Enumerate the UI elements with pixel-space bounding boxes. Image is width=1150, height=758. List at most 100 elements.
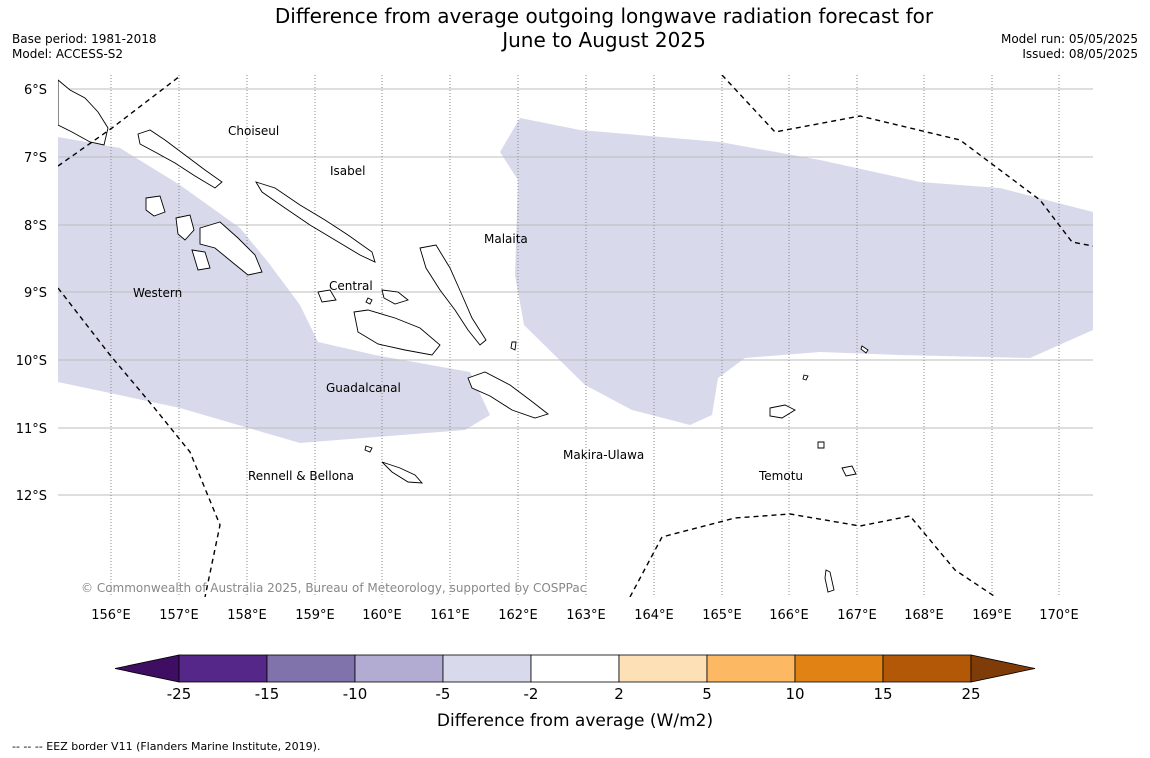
coastlines xyxy=(58,79,869,593)
colorbar-segment xyxy=(794,654,884,683)
lon-label: 165°E xyxy=(702,608,742,623)
lon-label: 158°E xyxy=(227,608,267,623)
colorbar-tick-label: 2 xyxy=(614,685,624,703)
region-label-isabel: Isabel xyxy=(330,164,365,178)
vanikoro-island xyxy=(841,465,857,477)
choiseul-island xyxy=(137,129,223,189)
lon-label: 160°E xyxy=(362,608,402,623)
tikopia-island xyxy=(824,569,835,593)
lon-label: 159°E xyxy=(295,608,335,623)
colorbar-segment xyxy=(706,654,796,683)
colorbar-max-extension xyxy=(970,654,1036,683)
colorbar-segment xyxy=(530,654,620,683)
lon-label: 156°E xyxy=(91,608,131,623)
colorbar-tick-label: -25 xyxy=(167,685,192,703)
new-georgia-island xyxy=(175,214,195,241)
santa-cruz-island xyxy=(769,404,796,419)
lat-label: 9°S xyxy=(24,286,47,301)
title-line-2: June to August 2025 xyxy=(502,28,706,52)
lat-label: 11°S xyxy=(16,422,47,437)
region-label-makira-ulawa: Makira-Ulawa xyxy=(563,448,644,462)
colorbar-tick-label: -5 xyxy=(436,685,451,703)
lon-label: 169°E xyxy=(972,608,1012,623)
guadalcanal-island xyxy=(353,309,441,356)
region-label-temotu: Temotu xyxy=(758,469,803,483)
florida-islands xyxy=(317,289,337,303)
bougainville-island xyxy=(58,79,109,146)
longitude-gridlines xyxy=(110,75,1060,597)
lat-label: 6°S xyxy=(24,83,47,98)
lon-label: 170°E xyxy=(1039,608,1079,623)
title-line-1: Difference from average outgoing longwav… xyxy=(274,4,934,28)
lon-label: 163°E xyxy=(566,608,606,623)
colorbar-tick-label: -15 xyxy=(255,685,280,703)
colorbar-segment xyxy=(618,654,708,683)
colorbar-tick-label: -2 xyxy=(524,685,539,703)
colorbar-min-extension xyxy=(114,654,180,683)
duff-islands xyxy=(802,374,809,381)
meta-left: Base period: 1981-2018 Model: ACCESS-S2 xyxy=(12,32,157,62)
lon-label: 157°E xyxy=(159,608,199,623)
colorbar-title: Difference from average (W/m2) xyxy=(437,711,713,731)
longitude-labels: 156°E 157°E 158°E 159°E 160°E 161°E 162°… xyxy=(91,608,1079,623)
copyright-notice: © Commonwealth of Australia 2025, Bureau… xyxy=(81,581,586,595)
anomaly-region-west xyxy=(58,137,490,443)
region-label-rennell-bellona: Rennell & Bellona xyxy=(248,469,354,483)
eez-border xyxy=(58,75,1093,597)
isabel-island xyxy=(255,181,376,263)
region-label-choiseul: Choiseul xyxy=(228,124,279,138)
lon-label: 164°E xyxy=(634,608,674,623)
colorbar-segment xyxy=(354,654,444,683)
latitude-gridlines xyxy=(58,88,1093,496)
colorbar-tick-label: 15 xyxy=(873,685,892,703)
colorbar-tick-label: 5 xyxy=(702,685,712,703)
base-period: Base period: 1981-2018 xyxy=(12,32,157,46)
colorbar-segment xyxy=(266,654,356,683)
malaita-island xyxy=(419,244,487,346)
lon-label: 166°E xyxy=(769,608,809,623)
lon-label: 167°E xyxy=(837,608,877,623)
makira-island xyxy=(467,371,549,419)
lat-label: 8°S xyxy=(24,219,47,234)
region-label-western: Western xyxy=(133,286,182,300)
chart-title: Difference from average outgoing longwav… xyxy=(0,4,1150,52)
russell-islands xyxy=(381,289,409,305)
anomaly-region-east xyxy=(500,118,1093,425)
region-labels: Choiseul Isabel Malaita Western Central … xyxy=(133,124,803,483)
colorbar-tick-label: -10 xyxy=(343,685,368,703)
colorbar-segment xyxy=(442,654,532,683)
rendova-island xyxy=(191,249,211,271)
colorbar-segment xyxy=(178,654,268,683)
new-georgia-group xyxy=(199,221,263,276)
meta-right: Model run: 05/05/2025 Issued: 08/05/2025 xyxy=(1001,32,1138,62)
region-label-guadalcanal: Guadalcanal xyxy=(326,381,401,395)
lon-label: 161°E xyxy=(430,608,470,623)
colorbar-tick-label: 25 xyxy=(961,685,980,703)
vella-lavella-island xyxy=(145,195,166,217)
lat-label: 7°S xyxy=(24,151,47,166)
colorbar: -25 -15 -10 -5 -2 2 5 10 15 25 xyxy=(114,654,1036,703)
utupua-island xyxy=(817,441,825,449)
lat-label: 10°S xyxy=(16,354,47,369)
lon-label: 168°E xyxy=(904,608,944,623)
latitude-labels: 6°S 7°S 8°S 9°S 10°S 11°S 12°S xyxy=(16,83,47,504)
anomaly-shading xyxy=(58,118,1093,443)
lon-label: 162°E xyxy=(498,608,538,623)
model-name: Model: ACCESS-S2 xyxy=(12,47,124,61)
savo-island xyxy=(365,297,373,305)
bellona-island xyxy=(364,445,373,453)
issued-date: Issued: 08/05/2025 xyxy=(1022,47,1138,61)
eez-southwest xyxy=(58,287,221,597)
colorbar-segment xyxy=(882,654,972,683)
eez-footnote: -- -- -- EEZ border V11 (Flanders Marine… xyxy=(12,740,321,753)
ulawa-island xyxy=(510,341,517,351)
reef-islands xyxy=(860,345,869,354)
region-label-malaita: Malaita xyxy=(484,232,528,246)
eez-southeast xyxy=(629,513,997,597)
eez-northwest xyxy=(58,75,181,167)
rennell-island xyxy=(381,461,424,484)
lat-label: 12°S xyxy=(16,489,47,504)
colorbar-tick-label: 10 xyxy=(785,685,804,703)
model-run: Model run: 05/05/2025 xyxy=(1000,32,1138,46)
